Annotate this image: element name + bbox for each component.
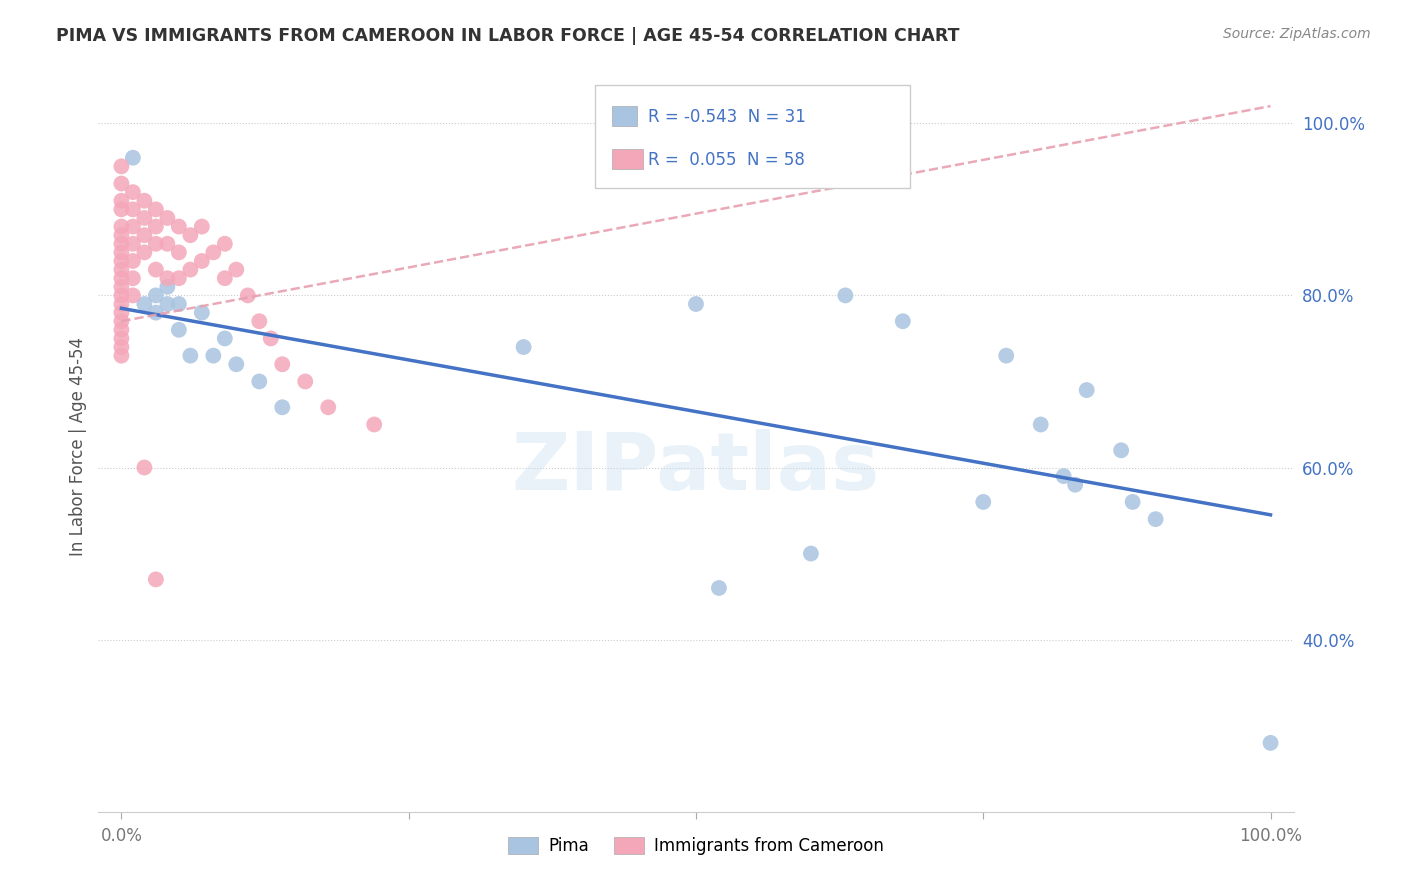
Point xyxy=(271,401,294,415)
Point xyxy=(110,194,132,208)
Point xyxy=(122,254,145,268)
Point xyxy=(167,271,190,285)
Point xyxy=(156,271,179,285)
Point xyxy=(995,349,1018,363)
Point xyxy=(271,357,294,371)
Point xyxy=(294,375,316,389)
Point xyxy=(972,495,994,509)
Point xyxy=(247,375,270,389)
Point xyxy=(110,245,132,260)
Point xyxy=(122,185,145,199)
Point xyxy=(260,331,283,345)
Point xyxy=(145,219,167,234)
Text: R = -0.543  N = 31: R = -0.543 N = 31 xyxy=(648,108,806,126)
Point xyxy=(145,236,167,251)
Point xyxy=(179,228,201,243)
Point xyxy=(110,254,132,268)
Point xyxy=(110,314,132,328)
Text: PIMA VS IMMIGRANTS FROM CAMEROON IN LABOR FORCE | AGE 45-54 CORRELATION CHART: PIMA VS IMMIGRANTS FROM CAMEROON IN LABO… xyxy=(56,27,960,45)
Point xyxy=(156,236,179,251)
Point xyxy=(122,202,145,217)
Point xyxy=(214,271,236,285)
Point xyxy=(167,323,190,337)
Point xyxy=(110,323,132,337)
Point xyxy=(110,271,132,285)
Point xyxy=(122,271,145,285)
Point xyxy=(800,547,823,561)
Point xyxy=(167,297,190,311)
Point xyxy=(1144,512,1167,526)
Point xyxy=(145,305,167,319)
Point xyxy=(110,349,132,363)
Point xyxy=(134,245,156,260)
Point xyxy=(110,236,132,251)
Point xyxy=(191,254,214,268)
Point xyxy=(1064,477,1087,491)
Point xyxy=(891,314,914,328)
Point xyxy=(110,331,132,345)
Point xyxy=(202,349,225,363)
Point xyxy=(145,202,167,217)
Point xyxy=(134,211,156,225)
Point xyxy=(145,262,167,277)
Point xyxy=(512,340,534,354)
Point xyxy=(236,288,259,302)
Point xyxy=(156,280,179,294)
Point xyxy=(225,357,247,371)
Point xyxy=(110,340,132,354)
Point xyxy=(122,219,145,234)
Point xyxy=(122,236,145,251)
Text: Source: ZipAtlas.com: Source: ZipAtlas.com xyxy=(1223,27,1371,41)
Point xyxy=(1122,495,1144,509)
Y-axis label: In Labor Force | Age 45-54: In Labor Force | Age 45-54 xyxy=(69,336,87,556)
Point xyxy=(179,349,201,363)
Point xyxy=(145,288,167,302)
Point xyxy=(214,331,236,345)
Point xyxy=(110,280,132,294)
Point xyxy=(191,305,214,319)
Text: R =  0.055  N = 58: R = 0.055 N = 58 xyxy=(648,151,806,169)
Point xyxy=(110,228,132,243)
Point xyxy=(191,219,214,234)
Point xyxy=(122,288,145,302)
Point xyxy=(363,417,385,432)
Point xyxy=(110,262,132,277)
Point xyxy=(134,297,156,311)
Point xyxy=(110,305,132,319)
Point xyxy=(707,581,730,595)
Point xyxy=(110,297,132,311)
Point xyxy=(122,151,145,165)
Point xyxy=(1109,443,1132,458)
Legend: Pima, Immigrants from Cameroon: Pima, Immigrants from Cameroon xyxy=(502,830,890,862)
Point xyxy=(214,236,236,251)
Point xyxy=(685,297,707,311)
Point xyxy=(110,159,132,173)
Point xyxy=(145,573,167,587)
Point xyxy=(167,219,190,234)
Point xyxy=(110,177,132,191)
Point xyxy=(247,314,270,328)
Text: ZIPatlas: ZIPatlas xyxy=(512,429,880,507)
Point xyxy=(134,460,156,475)
Point xyxy=(134,228,156,243)
Point xyxy=(1053,469,1076,483)
Point xyxy=(167,245,190,260)
Point xyxy=(110,219,132,234)
Point xyxy=(156,297,179,311)
Point xyxy=(179,262,201,277)
Point xyxy=(110,202,132,217)
Point xyxy=(834,288,856,302)
Point xyxy=(1029,417,1052,432)
Point xyxy=(1076,383,1098,397)
Point xyxy=(202,245,225,260)
Point xyxy=(134,194,156,208)
Point xyxy=(316,401,339,415)
Point xyxy=(110,288,132,302)
Point xyxy=(225,262,247,277)
Point xyxy=(156,211,179,225)
Point xyxy=(1260,736,1282,750)
